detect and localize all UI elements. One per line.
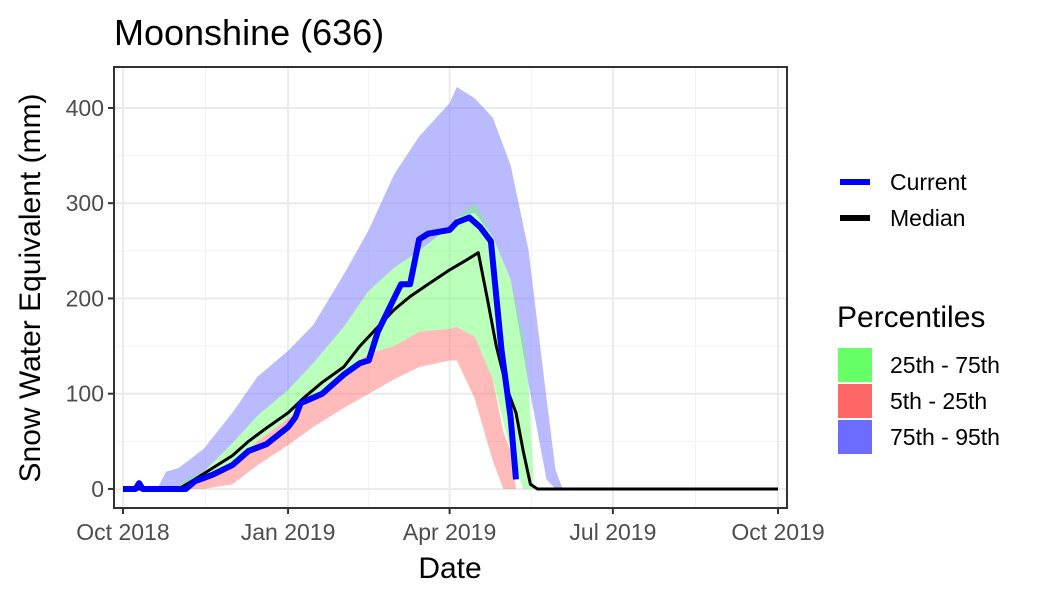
legend-fill-label: 75th - 95th (890, 424, 1000, 450)
y-axis-title: Snow Water Equivalent (mm) (14, 93, 47, 482)
legend-fill-label: 5th - 25th (890, 388, 987, 414)
series-median-line (123, 251, 778, 491)
y-tick-label: 200 (66, 285, 104, 311)
y-tick-label: 100 (66, 381, 104, 407)
percentile-bands (123, 87, 778, 489)
y-tick-label: 0 (91, 476, 104, 502)
band-25th-75th (123, 203, 778, 489)
x-tick-label: Oct 2019 (731, 519, 824, 545)
legend-fill-swatch (838, 348, 872, 382)
legend-fill-label: 25th - 75th (890, 352, 1000, 378)
x-tick-label: Apr 2019 (403, 519, 496, 545)
y-axis: 0 100 200 300 400 (66, 95, 114, 502)
band-75th-95th (123, 87, 778, 489)
legend-title: Percentiles (837, 301, 985, 334)
series-current-line (123, 214, 519, 492)
legend-fill-swatch (838, 420, 872, 454)
legend-current-label: Current (890, 169, 967, 195)
legend-fill-swatch (838, 384, 872, 418)
x-tick-label: Oct 2018 (76, 519, 169, 545)
band-5th-25th (123, 327, 778, 489)
legend-median-label: Median (890, 205, 965, 231)
chart-title: Moonshine (636) (114, 12, 384, 53)
x-tick-label: Jul 2019 (569, 519, 656, 545)
x-tick-label: Jan 2019 (241, 519, 336, 545)
grid (114, 67, 787, 508)
series-lines (123, 214, 778, 492)
y-tick-label: 400 (66, 95, 104, 121)
x-axis: Oct 2018 Jan 2019 Apr 2019 Jul 2019 Oct 2019 (76, 508, 825, 545)
legend: Percentiles Current Median 25th - 75th 5th … (837, 169, 1000, 454)
x-axis-title: Date (418, 552, 481, 585)
y-tick-label: 300 (66, 190, 104, 216)
